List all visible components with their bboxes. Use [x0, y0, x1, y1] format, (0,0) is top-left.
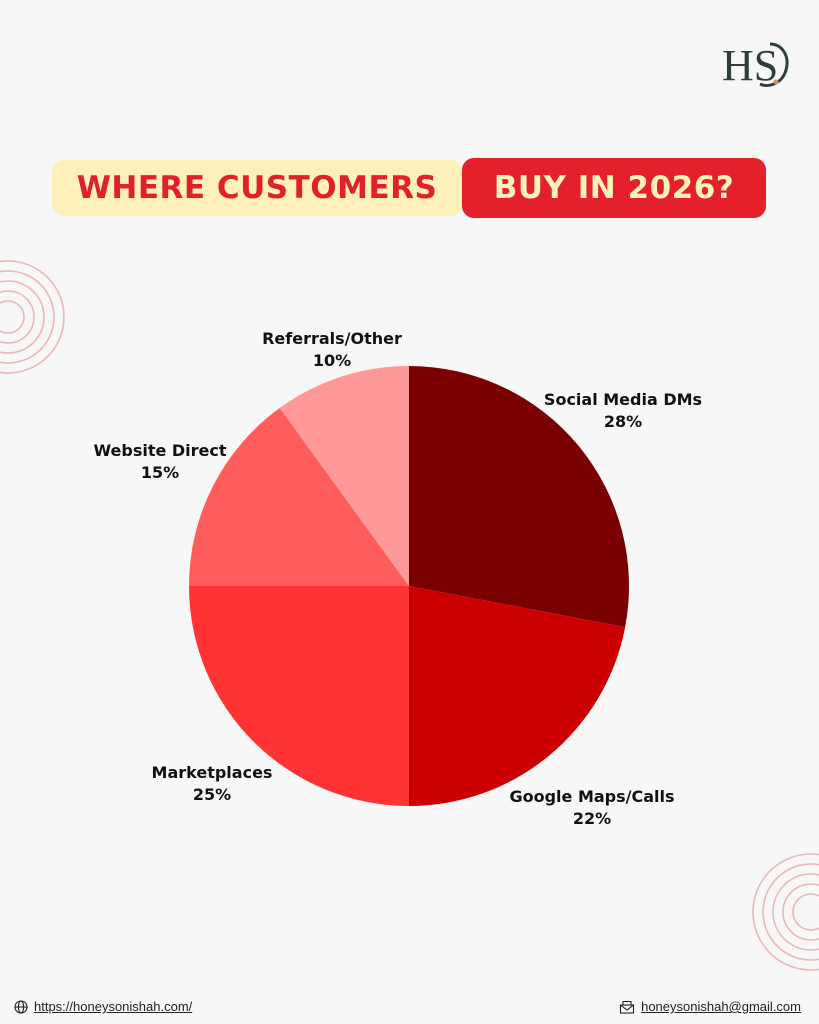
slice-value-label: 10% [313, 351, 351, 370]
title-part-1: WHERE CUSTOMERS [52, 160, 462, 216]
mail-icon [620, 1000, 635, 1014]
pie-slice-marketplaces [189, 586, 409, 806]
brand-logo-text: HS [722, 41, 778, 90]
slice-label: Google Maps/Calls [509, 787, 674, 806]
slice-label: Marketplaces [152, 763, 273, 782]
slice-value-label: 25% [193, 785, 231, 804]
slice-label: Referrals/Other [262, 329, 402, 348]
footer-website[interactable]: https://honeysonishah.com/ [14, 999, 192, 1014]
title-part-2: BUY IN 2026? [462, 158, 766, 218]
pie-slice-website-direct [189, 408, 409, 586]
pie-slice-referrals-other [279, 366, 409, 586]
decorative-rings-left [0, 260, 65, 374]
website-link[interactable]: https://honeysonishah.com/ [34, 999, 193, 1014]
chart-title: WHERE CUSTOMERS BUY IN 2026? [52, 158, 772, 218]
logo-dot [773, 79, 779, 85]
slice-value-label: 28% [604, 412, 642, 431]
pie-slice-social-media-dms [409, 366, 629, 628]
slice-label: Website Direct [93, 441, 226, 460]
pie-slice-google-maps-calls [409, 586, 626, 806]
email-link[interactable]: honeysonishah@gmail.com [641, 999, 801, 1014]
decorative-rings-right [752, 853, 819, 971]
brand-logo: HS [722, 41, 789, 90]
logo-swoosh [759, 42, 789, 87]
globe-icon [14, 999, 28, 1014]
slice-label: Social Media DMs [544, 390, 702, 409]
slice-value-label: 22% [573, 809, 611, 828]
slice-value-label: 15% [141, 463, 179, 482]
footer-email[interactable]: honeysonishah@gmail.com [619, 999, 801, 1014]
